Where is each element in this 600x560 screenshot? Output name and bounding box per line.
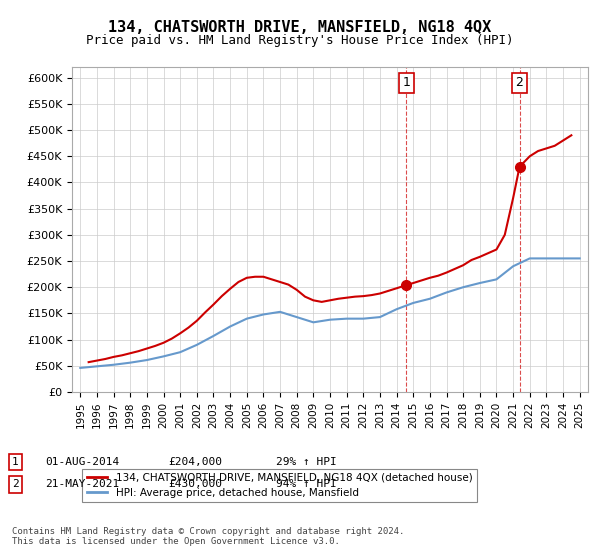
- Text: 94% ↑ HPI: 94% ↑ HPI: [276, 479, 337, 489]
- Text: Price paid vs. HM Land Registry's House Price Index (HPI): Price paid vs. HM Land Registry's House …: [86, 34, 514, 46]
- Text: 01-AUG-2014: 01-AUG-2014: [45, 457, 119, 467]
- Legend: 134, CHATSWORTH DRIVE, MANSFIELD, NG18 4QX (detached house), HPI: Average price,: 134, CHATSWORTH DRIVE, MANSFIELD, NG18 4…: [82, 469, 476, 502]
- Text: 21-MAY-2021: 21-MAY-2021: [45, 479, 119, 489]
- Text: £204,000: £204,000: [168, 457, 222, 467]
- Text: Contains HM Land Registry data © Crown copyright and database right 2024.
This d: Contains HM Land Registry data © Crown c…: [12, 526, 404, 546]
- Text: 2: 2: [515, 76, 523, 90]
- Text: 1: 1: [403, 76, 410, 90]
- Text: 1: 1: [12, 457, 19, 467]
- Text: 134, CHATSWORTH DRIVE, MANSFIELD, NG18 4QX: 134, CHATSWORTH DRIVE, MANSFIELD, NG18 4…: [109, 20, 491, 35]
- Text: £430,000: £430,000: [168, 479, 222, 489]
- Text: 2: 2: [12, 479, 19, 489]
- Text: 29% ↑ HPI: 29% ↑ HPI: [276, 457, 337, 467]
